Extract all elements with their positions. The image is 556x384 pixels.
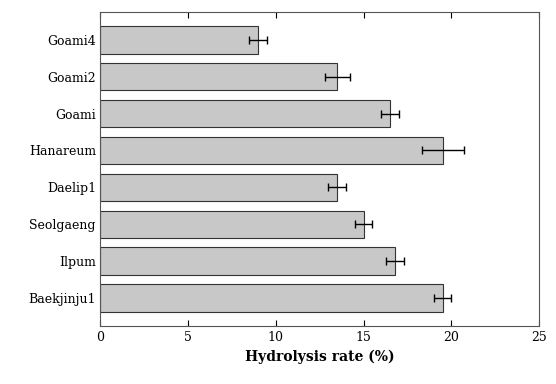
Bar <box>100 100 390 127</box>
Bar <box>100 63 337 91</box>
Bar <box>100 210 364 238</box>
Bar <box>100 174 337 201</box>
Bar <box>100 247 395 275</box>
Bar <box>100 26 258 53</box>
X-axis label: Hydrolysis rate (%): Hydrolysis rate (%) <box>245 350 395 364</box>
Bar <box>100 137 443 164</box>
Bar <box>100 285 443 312</box>
